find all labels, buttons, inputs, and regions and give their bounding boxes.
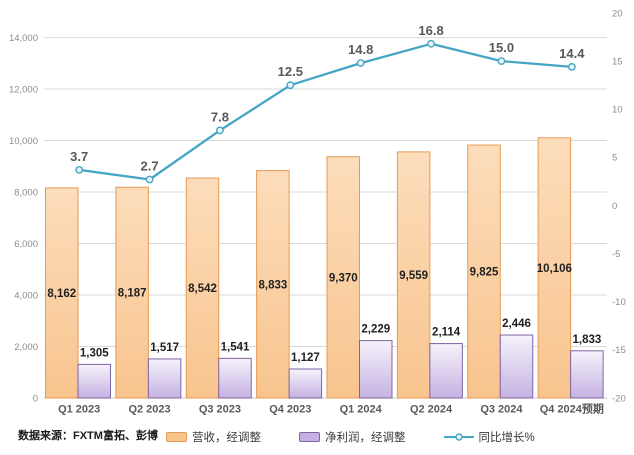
right-axis-tick: -5 [612,249,620,260]
revenue-bar-label: 10,106 [537,263,572,275]
left-axis-tick: 8,000 [14,187,38,198]
growth-line-label: 2.7 [141,159,159,174]
left-axis-tick: 4,000 [14,290,38,301]
category-label: Q3 2023 [199,404,241,416]
right-axis-tick: 0 [612,201,617,212]
legend-profit-label: 净利润，经调整 [325,432,406,444]
revenue-bar [45,187,79,399]
legend-revenue-label: 营收，经调整 [192,432,261,444]
profit-bar [77,363,111,399]
category-label: Q4 2024预期 [540,402,604,416]
left-axis-tick: 2,000 [14,342,38,353]
growth-line-marker [356,59,365,67]
revenue-bar-label: 8,187 [118,288,147,300]
revenue-bar-label: 9,370 [329,272,358,284]
growth-line-marker [567,63,576,71]
growth-line-marker [216,126,224,135]
legend-growth-label: 同比增长% [478,432,535,444]
growth-line [79,42,572,181]
revenue-bar [467,144,501,399]
legend-item-growth: 同比增长% [443,429,535,445]
profit-bar-label: 2,114 [432,327,461,339]
right-axis-tick: 10 [612,105,623,116]
profit-bar [570,350,604,399]
growth-line-marker [75,165,84,174]
growth-line-marker [286,81,295,90]
right-axis-tick: 5 [612,153,617,164]
category-label: Q2 2024 [410,404,453,416]
revenue-bar-label: 8,162 [47,288,76,300]
growth-line-label: 14.4 [559,46,585,61]
profit-bar-label: 2,446 [502,318,531,330]
profit-bar [288,368,323,399]
revenue-bar [256,170,290,399]
profit-swatch-icon [299,432,320,442]
growth-line-label: 14.8 [348,42,373,57]
legend-item-revenue: 营收，经调整 [166,429,261,445]
revenue-bar-label: 8,833 [258,279,287,291]
revenue-bar [537,137,572,399]
line-marker-icon [443,433,474,441]
growth-line-marker [427,39,435,48]
profit-bar [218,357,252,399]
right-axis-tick: -15 [612,345,626,356]
profit-bar-label: 2,229 [361,324,390,336]
right-axis-tick: -10 [612,297,626,308]
chart-legend: 营收，经调整 净利润，经调整 同比增长% [166,429,535,445]
profit-bar [359,340,393,399]
category-label: Q4 2023 [269,404,311,416]
revenue-bar-label: 9,825 [470,267,499,279]
left-axis-tick: 6,000 [14,239,38,250]
growth-line-label: 16.8 [418,23,443,38]
revenue-swatch-icon [166,432,187,442]
profit-bar [147,358,182,399]
category-label: Q3 2024 [480,404,523,416]
profit-bar-label: 1,517 [150,342,179,354]
category-label: Q2 2023 [128,404,170,416]
growth-line-marker [145,175,154,184]
legend-item-profit: 净利润，经调整 [299,429,406,445]
revenue-bar [115,186,149,399]
profit-bar-label: 1,833 [572,334,601,346]
profit-bar-label: 1,541 [221,341,250,353]
profit-bar [429,343,463,399]
left-axis-tick: 14,000 [9,33,38,44]
revenue-bar-label: 9,559 [399,270,428,282]
combo-chart: 8,162 1,305 8,187 1,517 8,542 1,541 8,833 1,127… [9,8,626,416]
category-label: Q1 2024 [340,404,383,416]
left-axis-tick: 0 [33,393,38,404]
left-axis-tick: 12,000 [9,84,38,95]
right-axis-tick: 20 [612,8,623,19]
revenue-bar [326,156,360,399]
growth-line-label: 3.7 [70,149,88,164]
right-axis-tick: -20 [612,393,626,404]
category-label: Q1 2023 [58,404,100,416]
growth-line-label: 15.0 [489,40,514,55]
growth-line-label: 7.8 [211,109,229,124]
revenue-bar [185,177,220,399]
profit-bar-label: 1,127 [291,352,320,364]
revenue-bar [396,151,431,399]
revenue-bar-label: 8,542 [188,283,217,295]
profit-bar-label: 1,305 [80,347,109,359]
data-source-note: 数据来源：FXTM富拓、彭博 [18,430,158,442]
growth-line-label: 12.5 [278,64,303,79]
right-axis-tick: 15 [612,56,623,67]
left-axis-tick: 10,000 [9,136,38,147]
growth-line-marker [497,57,506,66]
profit-bar [499,334,534,399]
